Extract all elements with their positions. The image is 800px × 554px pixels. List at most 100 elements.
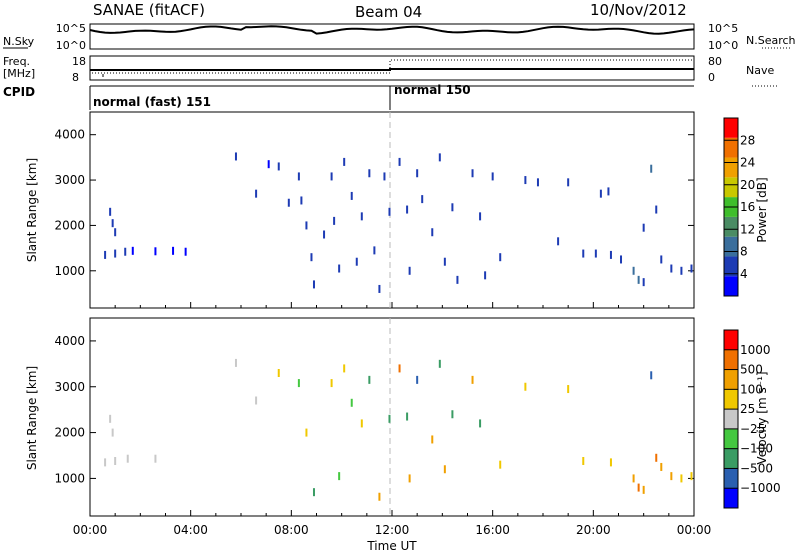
velocity-point: [360, 419, 363, 428]
power-point: [642, 223, 645, 232]
colorbar-segment: [724, 369, 738, 390]
velocity-colorbar: 1000 500 100 25 −25 −100 −500 −1000: [723, 329, 781, 509]
power-point: [599, 189, 602, 198]
velocity-point: [431, 435, 434, 444]
velocity-point: [632, 474, 635, 483]
y-tick-label: 4000: [54, 334, 85, 348]
power-point: [310, 253, 313, 262]
x-tick-label: 16:00: [475, 523, 510, 537]
velocity-point: [378, 492, 381, 501]
velocity-point: [104, 458, 107, 467]
velocity-point: [451, 410, 454, 419]
colorbar-tick-label: 1000: [740, 343, 771, 357]
y-tick-label: 2000: [54, 218, 85, 232]
power-point: [277, 162, 280, 171]
power-point: [114, 249, 117, 258]
nave-label: Nave: [746, 64, 774, 77]
freq-left-tick-top: 18: [72, 55, 86, 68]
colorbar-segment: [724, 448, 738, 469]
colorbar-segment: [724, 349, 738, 370]
velocity-point: [305, 428, 308, 437]
power-point: [607, 187, 610, 196]
y-tick-label: 4000: [54, 128, 85, 142]
nave-tick-top: 80: [708, 55, 722, 68]
power-point: [333, 216, 336, 225]
velocity-point: [368, 375, 371, 384]
freq-left-tick-bottom: 8: [72, 71, 79, 84]
power-point: [255, 189, 258, 198]
power-point: [124, 247, 127, 256]
colorbar-tick-label: 100: [740, 382, 763, 396]
colorbar-tick-label: 28: [740, 133, 755, 147]
power-point: [398, 157, 401, 166]
power-colorbar: 28 24 20 16 12 8 4: [723, 117, 755, 297]
velocity-point: [655, 453, 658, 462]
velocity-point: [408, 474, 411, 483]
power-point: [690, 264, 693, 273]
power-point: [373, 246, 376, 255]
velocity-point: [109, 414, 112, 423]
power-point: [305, 221, 308, 230]
colorbar-segment: [724, 256, 738, 277]
velocity-point: [154, 454, 157, 463]
velocity-point: [680, 474, 683, 483]
noise-panel-frame: [89, 23, 695, 50]
power-point: [330, 172, 333, 181]
power-point: [642, 278, 645, 287]
cpid-mode-1: normal (fast) 151: [93, 95, 211, 109]
power-point: [567, 178, 570, 187]
power-point: [355, 257, 358, 266]
velocity-point: [343, 364, 346, 373]
colorbar-tick-label: −1000: [740, 481, 781, 495]
power-point: [443, 257, 446, 266]
x-tick-label: 04:00: [173, 523, 208, 537]
colorbar-segment: [724, 409, 738, 429]
freq-series: [90, 68, 694, 71]
power-point: [431, 228, 434, 237]
noise-sky-series: [89, 25, 695, 35]
power-y-ticks: 4000 3000 2000 1000: [54, 128, 694, 278]
power-point: [383, 172, 386, 181]
velocity-point: [609, 458, 612, 467]
power-point: [297, 172, 300, 181]
noise-left-tick-bottom: 10^0: [56, 39, 86, 52]
power-point: [637, 275, 640, 284]
colorbar-segment: [724, 468, 738, 489]
velocity-point: [255, 396, 258, 405]
colorbar-tick-label: 24: [740, 156, 755, 170]
power-point: [620, 255, 623, 264]
power-point: [287, 198, 290, 207]
power-point: [438, 153, 441, 162]
velocity-point: [111, 428, 114, 437]
colorbar-tick-label: 20: [740, 178, 755, 192]
velocity-point: [660, 462, 663, 471]
power-ylabel: Slant Range [km]: [25, 158, 39, 262]
power-point: [471, 169, 474, 178]
velocity-point: [338, 472, 341, 481]
power-point: [479, 212, 482, 221]
colorbar-segment: [724, 330, 738, 350]
velocity-y-ticks: 4000 3000 2000 1000: [54, 334, 694, 485]
station-title: SANAE (fitACF): [93, 1, 205, 19]
colorbar-tick-label: 12: [740, 222, 755, 236]
colorbar-tick-label: 16: [740, 200, 755, 214]
velocity-point: [690, 472, 693, 481]
power-point: [114, 228, 117, 237]
colorbar-segment: [724, 137, 738, 158]
power-point: [368, 169, 371, 178]
velocity-point: [567, 385, 570, 394]
colorbar-tick-label: 4: [740, 267, 748, 281]
colorbar-tick-label: −25: [740, 422, 765, 436]
colorbar-segment: [724, 488, 738, 508]
colorbar-segment: [724, 177, 738, 198]
velocity-point: [312, 488, 315, 497]
power-point: [378, 284, 381, 293]
colorbar-segment: [724, 216, 738, 237]
velocity-point: [388, 414, 391, 423]
velocity-point: [582, 457, 585, 465]
velocity-scatter: [104, 358, 693, 501]
power-point: [421, 195, 424, 204]
velocity-point: [479, 419, 482, 428]
velocity-point: [438, 359, 441, 368]
x-tick-label: 00:00: [677, 523, 712, 537]
